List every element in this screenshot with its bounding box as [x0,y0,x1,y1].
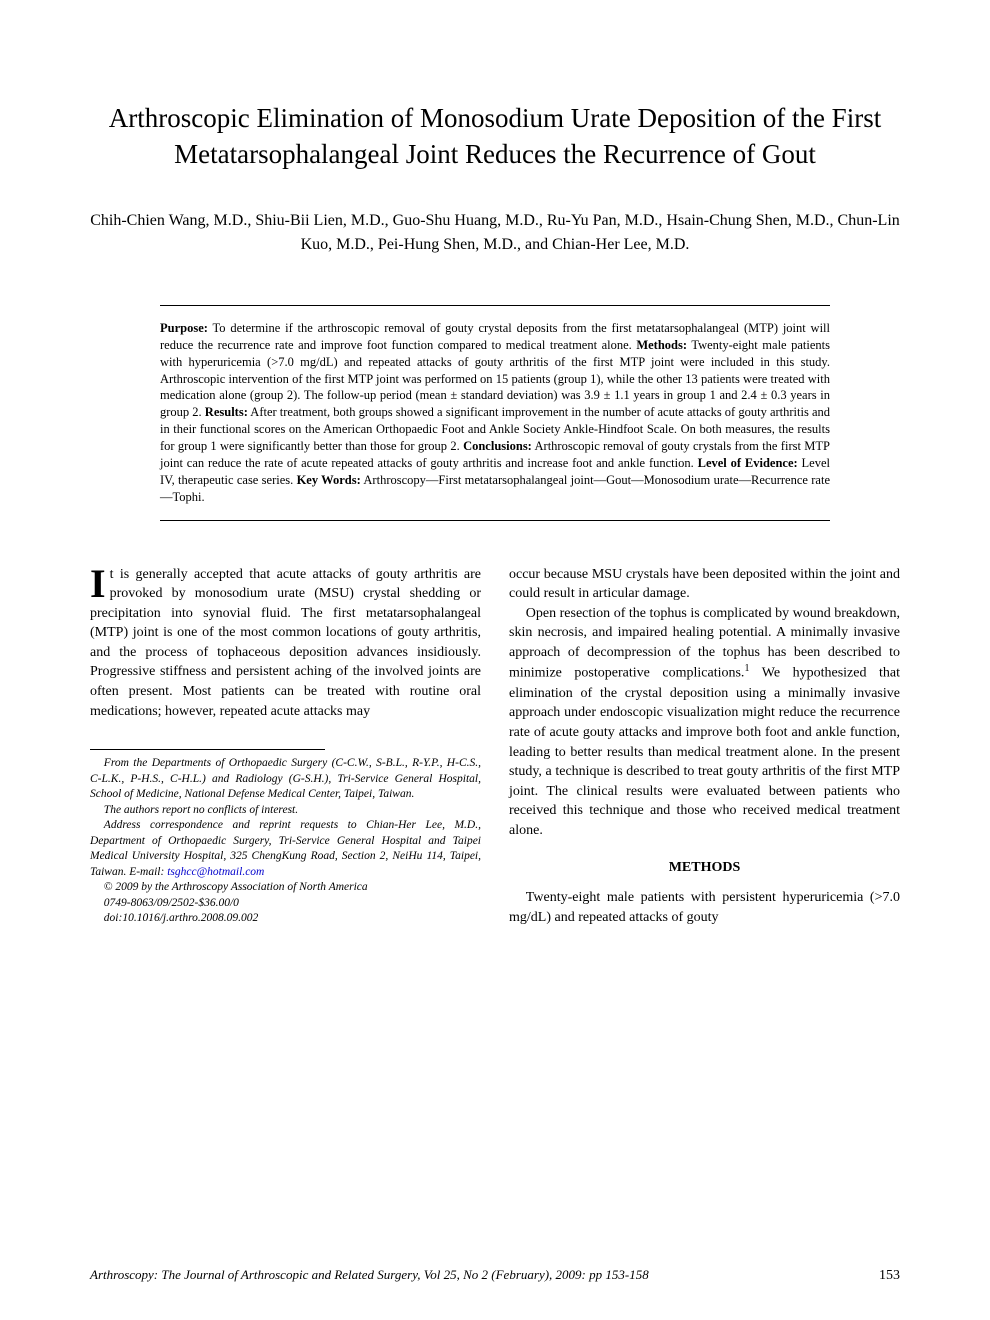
purpose-label: Purpose: [160,321,208,335]
page-number: 153 [879,1268,900,1284]
footnote-doi: doi:10.1016/j.arthro.2008.09.002 [90,911,481,927]
footnote-copyright: © 2009 by the Arthroscopy Association of… [90,880,481,896]
intro-paragraph: It is generally accepted that acute atta… [90,565,481,722]
footnote-rule [90,749,325,750]
author-list: Chih-Chien Wang, M.D., Shiu-Bii Lien, M.… [90,209,900,257]
methods-paragraph: Twenty-eight male patients with persiste… [509,888,900,927]
abstract-rule-bottom [160,520,830,521]
col2-para2-b: We hypothesized that elimination of the … [509,666,900,838]
col2-para1: occur because MSU crystals have been dep… [509,565,900,604]
footnotes-block: From the Departments of Orthopaedic Surg… [90,756,481,927]
keywords-label: Key Words: [297,473,361,487]
body-columns: It is generally accepted that acute atta… [90,565,900,928]
footnote-issn: 0749-8063/09/2502-$36.00/0 [90,896,481,912]
methods-heading: METHODS [509,858,900,878]
abstract-text: Purpose: To determine if the arthroscopi… [160,306,830,520]
intro-text: t is generally accepted that acute attac… [90,567,481,719]
page-footer: Arthroscopy: The Journal of Arthroscopic… [90,1267,900,1284]
footnote-affiliation: From the Departments of Orthopaedic Surg… [90,756,481,803]
footnote-conflicts: The authors report no conflicts of inter… [90,803,481,819]
article-title: Arthroscopic Elimination of Monosodium U… [90,100,900,173]
journal-citation: Arthroscopy: The Journal of Arthroscopic… [90,1267,649,1283]
column-left: It is generally accepted that acute atta… [90,565,481,928]
footnote-correspondence: Address correspondence and reprint reque… [90,818,481,880]
correspondence-email-link[interactable]: tsghcc@hotmail.com [167,866,264,878]
evidence-label: Level of Evidence: [698,456,798,470]
correspondence-text: Address correspondence and reprint reque… [90,819,481,878]
methods-label: Methods: [636,338,687,352]
abstract-block: Purpose: To determine if the arthroscopi… [160,305,830,521]
dropcap: I [90,565,110,601]
results-label: Results: [205,405,248,419]
column-right: occur because MSU crystals have been dep… [509,565,900,928]
conclusions-label: Conclusions: [463,439,532,453]
col2-para2: Open resection of the tophus is complica… [509,604,900,841]
